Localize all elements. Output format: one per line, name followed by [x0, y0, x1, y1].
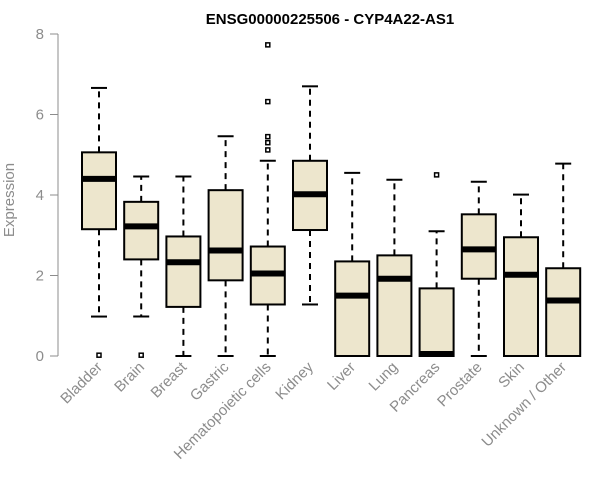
outlier-point: [265, 98, 271, 105]
iqr-box: [545, 267, 582, 358]
x-category-label: Kidney: [272, 358, 317, 403]
box-group: [376, 178, 413, 357]
y-tick-label: 0: [36, 348, 44, 365]
y-axis-label: Expression: [1, 163, 18, 237]
box-series: [81, 42, 582, 358]
outlier-point: [265, 147, 271, 153]
x-category-label: Breast: [148, 358, 191, 401]
iqr-box: [376, 254, 413, 357]
iqr-box: [123, 200, 160, 261]
y-tick-label: 8: [36, 26, 44, 43]
box-group: [460, 180, 497, 357]
outlier-point: [433, 172, 440, 178]
box-group: [545, 162, 582, 358]
outlier-point: [138, 352, 144, 358]
outlier-point: [265, 42, 271, 48]
iqr-box: [503, 236, 539, 357]
y-axis-ticks: 0 2 4 6 8: [36, 26, 58, 365]
box-group: [292, 85, 328, 306]
x-category-label: Brain: [111, 359, 148, 396]
x-category-label: Bladder: [57, 359, 106, 408]
iqr-box: [334, 260, 371, 358]
outlier-point: [265, 139, 271, 146]
iqr-box: [207, 189, 244, 282]
iqr-box: [165, 235, 202, 308]
chart-title: ENSG00000225506 - CYP4A22-AS1: [206, 11, 454, 28]
box-group: [207, 135, 244, 357]
box-group: [249, 42, 286, 357]
y-tick-label: 6: [36, 107, 44, 124]
y-tick-label: 4: [36, 187, 44, 204]
box-group: [165, 175, 202, 357]
iqr-box: [418, 287, 455, 358]
x-category-label: Lung: [366, 359, 402, 395]
outlier-point: [96, 352, 102, 358]
outlier-point: [265, 133, 271, 140]
box-group: [123, 175, 160, 358]
x-category-label: Skin: [495, 359, 528, 392]
box-group: [418, 172, 455, 358]
box-group: [81, 86, 117, 358]
y-tick-label: 2: [36, 268, 44, 285]
x-category-label: Prostate: [434, 359, 486, 411]
iqr-box: [81, 151, 117, 231]
box-group: [334, 171, 371, 358]
x-category-label: Liver: [324, 359, 359, 394]
box-group: [503, 193, 539, 357]
